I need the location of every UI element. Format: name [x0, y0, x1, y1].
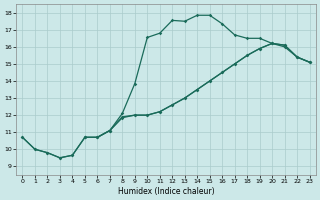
- X-axis label: Humidex (Indice chaleur): Humidex (Indice chaleur): [118, 187, 214, 196]
